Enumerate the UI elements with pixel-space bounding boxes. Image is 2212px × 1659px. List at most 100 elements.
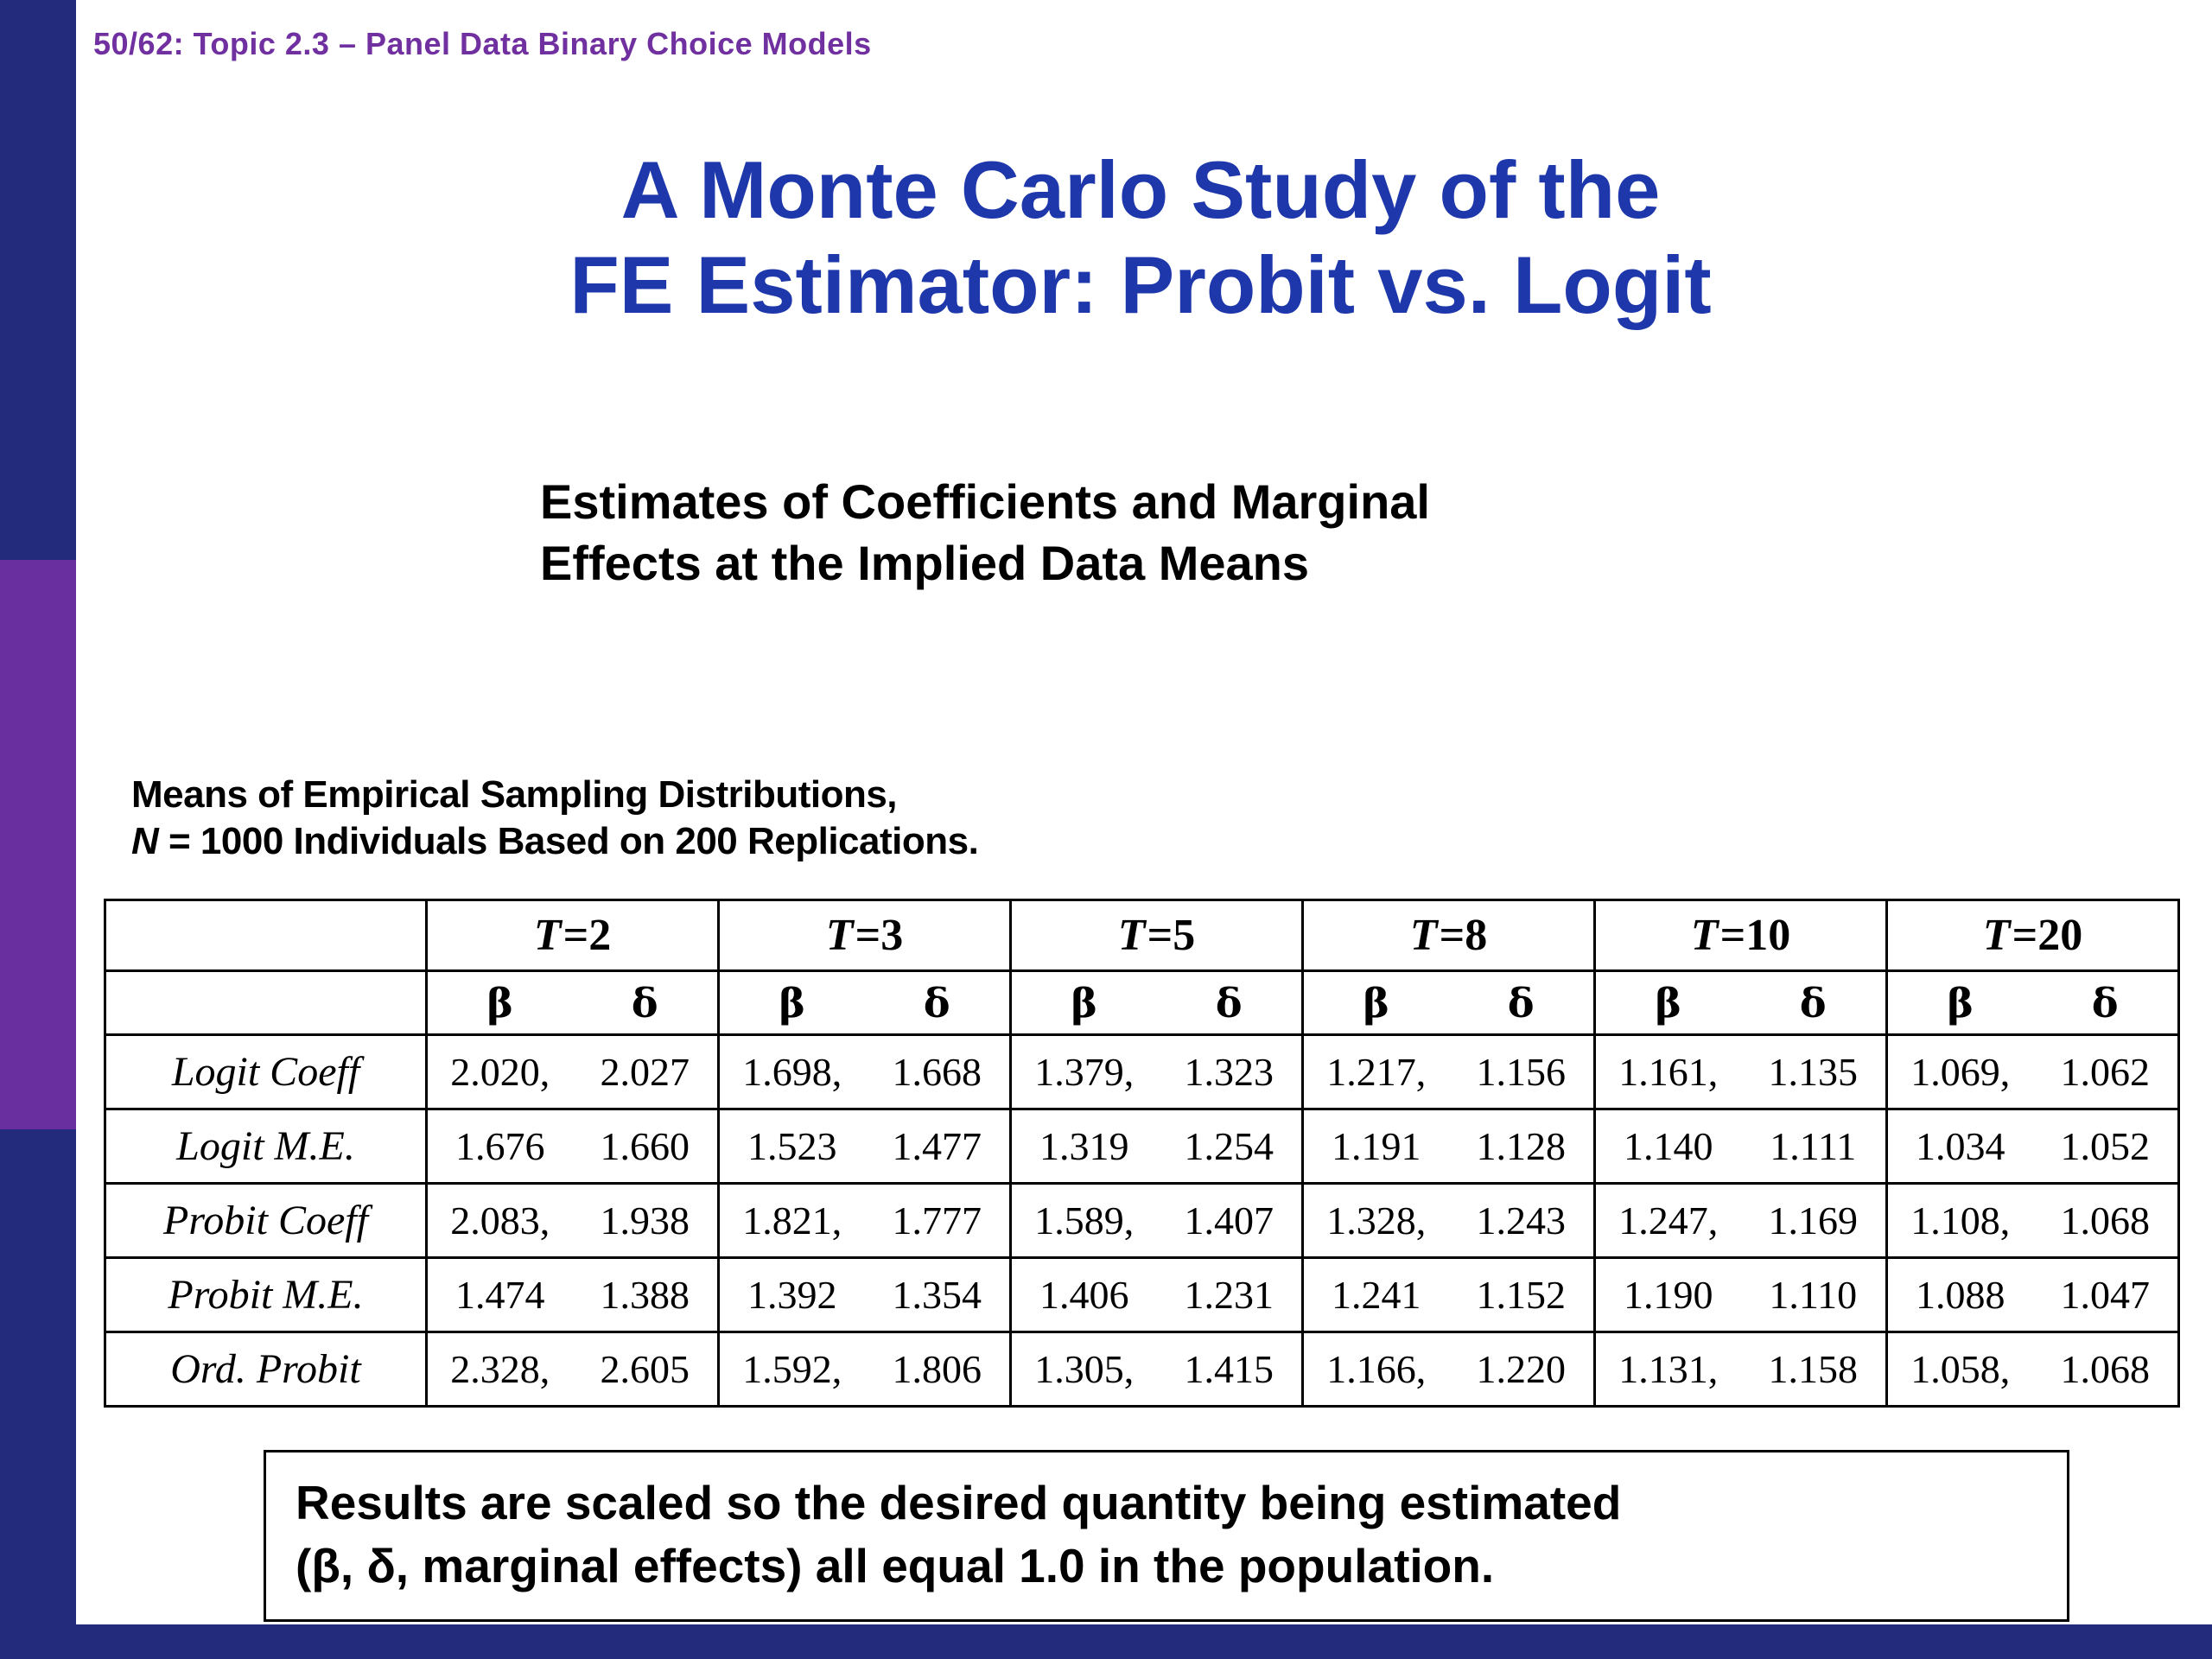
note-line1: Results are scaled so the desired quanti… xyxy=(296,1476,1622,1529)
table-cell: 1.217, 1.156 xyxy=(1301,1033,1596,1110)
delta-value: 1.323 xyxy=(1184,1050,1274,1094)
value-pair: 1.217, 1.156 xyxy=(1304,1049,1593,1095)
value-pair: 1.058, 1.068 xyxy=(1888,1346,2177,1392)
beta-value: 1.247, xyxy=(1618,1198,1719,1243)
delta-value: 1.354 xyxy=(892,1273,982,1317)
table-caption: Means of Empirical Sampling Distribution… xyxy=(131,772,979,864)
beta-value: 1.088 xyxy=(1916,1273,2005,1317)
table-cell: 1.676 1.660 xyxy=(425,1108,720,1185)
table-row: Ord. Probit 2.328, 2.605 1.592, 1.806 1.305, 1… xyxy=(104,1331,2180,1408)
delta-value: 1.477 xyxy=(892,1124,982,1168)
table-cell: 1.474 1.388 xyxy=(425,1256,720,1333)
table-subheader-corner-cell xyxy=(104,969,428,1036)
beta-value: 1.392 xyxy=(747,1273,837,1317)
beta-symbol: β xyxy=(1071,979,1098,1027)
delta-value: 1.135 xyxy=(1768,1050,1859,1094)
beta-value: 1.108, xyxy=(1910,1198,2011,1243)
beta-value: 1.589, xyxy=(1034,1198,1135,1243)
slide-title-line2: FE Estimator: Probit vs. Logit xyxy=(569,238,1712,330)
delta-symbol: δ xyxy=(1799,979,1827,1027)
value-pair: 1.241 1.152 xyxy=(1304,1272,1593,1318)
note-box: Results are scaled so the desired quanti… xyxy=(264,1450,2069,1623)
beta-value: 1.131, xyxy=(1618,1347,1719,1391)
delta-value: 1.068 xyxy=(2060,1198,2151,1243)
value-pair: 1.088 1.047 xyxy=(1888,1272,2177,1318)
delta-value: 1.938 xyxy=(600,1198,690,1243)
value-pair: 1.589, 1.407 xyxy=(1012,1198,1301,1243)
delta-value: 1.806 xyxy=(892,1347,982,1391)
table-cell: 1.108, 1.068 xyxy=(1885,1182,2180,1259)
table-row: Probit Coeff 2.083, 1.938 1.821, 1.777 1.589,… xyxy=(104,1182,2180,1259)
value-pair: 1.191 1.128 xyxy=(1304,1123,1593,1169)
beta-value: 1.191 xyxy=(1332,1124,1421,1168)
table-row: Logit M.E. 1.676 1.660 1.523 1.477 1.319 1.254… xyxy=(104,1108,2180,1185)
note-line2: (β, δ, marginal effects) all equal 1.0 i… xyxy=(296,1538,1495,1592)
delta-value: 1.407 xyxy=(1184,1198,1274,1243)
delta-symbol: δ xyxy=(1507,979,1535,1027)
table-cell: 1.069, 1.062 xyxy=(1885,1033,2180,1110)
delta-symbol: δ xyxy=(923,979,950,1027)
value-pair: 1.305, 1.415 xyxy=(1012,1346,1301,1392)
table-cell: 1.305, 1.415 xyxy=(1009,1331,1304,1408)
table-cell: 1.523 1.477 xyxy=(717,1108,1012,1185)
delta-value: 1.110 xyxy=(1769,1273,1858,1317)
column-group-header: T=8 xyxy=(1301,899,1596,972)
beta-value: 2.083, xyxy=(450,1198,550,1243)
slide-title: A Monte Carlo Study of the FE Estimator: … xyxy=(78,143,2203,333)
delta-value: 2.605 xyxy=(600,1347,690,1391)
value-pair: 1.131, 1.158 xyxy=(1596,1346,1885,1392)
delta-value: 1.152 xyxy=(1476,1273,1567,1317)
beta-value: 1.379, xyxy=(1034,1050,1135,1094)
bottom-bar xyxy=(0,1624,2212,1659)
delta-value: 1.220 xyxy=(1476,1347,1567,1391)
slide-subtitle: Estimates of Coefficients and Marginal Ef… xyxy=(540,471,1430,594)
subtitle-line2: Effects at the Implied Data Means xyxy=(540,536,1310,591)
beta-value: 1.676 xyxy=(455,1124,545,1168)
column-group-header: T=3 xyxy=(717,899,1012,972)
table-cell: 2.083, 1.938 xyxy=(425,1182,720,1259)
table-cell: 2.020, 2.027 xyxy=(425,1033,720,1110)
value-pair: 1.474 1.388 xyxy=(428,1272,717,1318)
column-group-header: T=20 xyxy=(1885,899,2180,972)
left-bar-bottom-segment xyxy=(0,1129,76,1659)
delta-value: 1.777 xyxy=(892,1198,982,1243)
table-row: Probit M.E. 1.474 1.388 1.392 1.354 1.406 1.23… xyxy=(104,1256,2180,1333)
delta-value: 1.068 xyxy=(2060,1347,2151,1391)
value-pair: 1.247, 1.169 xyxy=(1596,1198,1885,1243)
beta-value: 1.328, xyxy=(1326,1198,1427,1243)
value-pair: 1.406 1.231 xyxy=(1012,1272,1301,1318)
beta-value: 2.020, xyxy=(450,1050,550,1094)
beta-symbol: β xyxy=(1947,979,1974,1027)
table-caption-line2: = 1000 Individuals Based on 200 Replicat… xyxy=(158,819,979,862)
beta-value: 1.698, xyxy=(742,1050,842,1094)
value-pair: 1.166, 1.220 xyxy=(1304,1346,1593,1392)
table-cell: 2.328, 2.605 xyxy=(425,1331,720,1408)
delta-value: 1.052 xyxy=(2060,1124,2151,1168)
table-cell: 1.058, 1.068 xyxy=(1885,1331,2180,1408)
beta-value: 1.474 xyxy=(455,1273,545,1317)
left-bar-top-segment xyxy=(0,0,76,560)
beta-value: 1.406 xyxy=(1039,1273,1129,1317)
table-cell: 1.161, 1.135 xyxy=(1593,1033,1888,1110)
table-header-row: T=2 T=3 T=5 T=8 T=10 T=20 xyxy=(104,899,2180,972)
beta-value: 1.140 xyxy=(1624,1124,1713,1168)
table-cell: 1.131, 1.158 xyxy=(1593,1331,1888,1408)
delta-value: 1.062 xyxy=(2060,1050,2151,1094)
beta-value: 1.523 xyxy=(747,1124,837,1168)
value-pair: 1.592, 1.806 xyxy=(720,1346,1009,1392)
value-pair: 1.676 1.660 xyxy=(428,1123,717,1169)
delta-value: 1.660 xyxy=(600,1124,690,1168)
beta-value: 2.328, xyxy=(450,1347,550,1391)
column-group-header: T=5 xyxy=(1009,899,1304,972)
table-caption-line1: Means of Empirical Sampling Distribution… xyxy=(131,773,898,816)
value-pair: 1.523 1.477 xyxy=(720,1123,1009,1169)
slide-header: 50/62: Topic 2.3 – Panel Data Binary Cho… xyxy=(93,26,872,61)
